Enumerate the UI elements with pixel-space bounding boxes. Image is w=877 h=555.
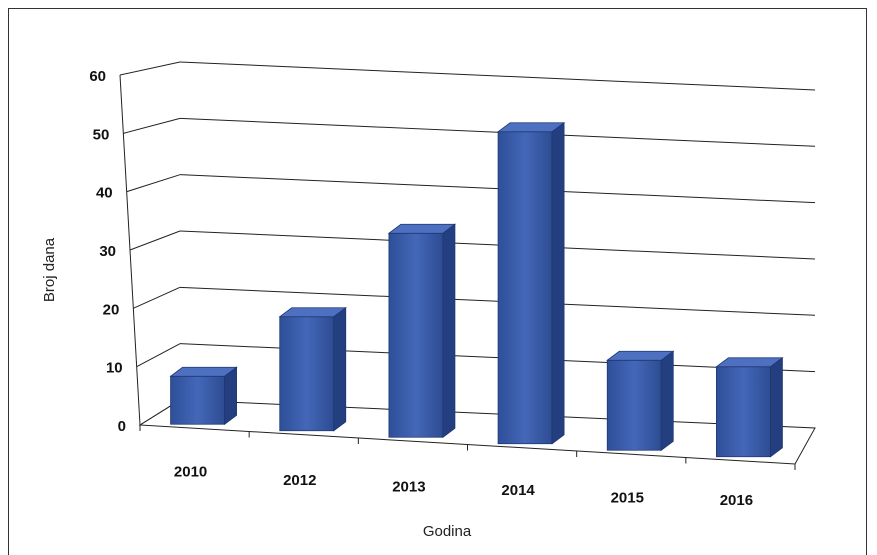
y-tick-label: 50	[93, 126, 110, 143]
gridline	[179, 117, 816, 147]
y-tick-label: 20	[103, 301, 120, 318]
bar	[496, 121, 566, 445]
bar	[278, 306, 347, 432]
bar	[387, 223, 457, 439]
y-tick-label: 10	[106, 360, 123, 377]
bar	[606, 350, 675, 452]
gridline	[179, 61, 816, 91]
bar-side	[770, 356, 783, 458]
side-gridline	[133, 286, 181, 309]
bars	[169, 121, 784, 458]
x-axis-label: Godina	[423, 523, 472, 540]
x-tick-label: 2013	[392, 478, 425, 495]
bar-top	[387, 223, 457, 234]
side-gridline	[123, 117, 181, 134]
bar-front	[497, 131, 553, 445]
side-gridline	[126, 174, 181, 193]
floor	[138, 399, 816, 465]
bar-front	[170, 375, 225, 425]
bar-front	[388, 232, 444, 438]
bar-side	[660, 350, 674, 452]
y-tick-label: 0	[118, 418, 126, 435]
gridline	[179, 286, 816, 316]
y-tick-label: 40	[96, 185, 113, 202]
gridlines	[119, 61, 816, 470]
bar-front	[716, 366, 771, 458]
bar	[169, 366, 238, 426]
bar-side	[551, 121, 565, 445]
bar-top	[169, 366, 238, 377]
bar-top	[715, 357, 784, 368]
bar-top	[496, 122, 566, 133]
gridline	[179, 230, 816, 260]
bar	[715, 356, 784, 458]
y-axis-line	[119, 74, 141, 426]
bar-side	[333, 306, 347, 432]
x-tick-label: 2015	[611, 489, 644, 506]
x-tick-label: 2012	[283, 472, 316, 489]
chart-frame	[8, 8, 867, 555]
gridline	[179, 174, 816, 204]
x-tick-label: 2014	[501, 482, 535, 499]
x-tick-label: 2010	[174, 463, 207, 480]
y-axis-label: Broj dana	[41, 237, 58, 302]
y-tick-label: 30	[99, 243, 116, 260]
bar-top	[606, 350, 675, 361]
bar-front	[279, 316, 335, 432]
bar-side	[224, 366, 237, 426]
bar-top	[278, 307, 347, 318]
bar-front	[606, 359, 662, 451]
axis-labels: 0 10 20 30 40 50 60 2010 2012 2013 2014 2015 2016	[89, 68, 753, 509]
side-gridline	[129, 230, 181, 251]
side-gridline	[136, 343, 181, 368]
side-gridline	[119, 61, 181, 76]
bar-side	[442, 223, 456, 439]
x-tick-label: 2016	[720, 492, 753, 509]
y-tick-label: 60	[89, 68, 106, 85]
